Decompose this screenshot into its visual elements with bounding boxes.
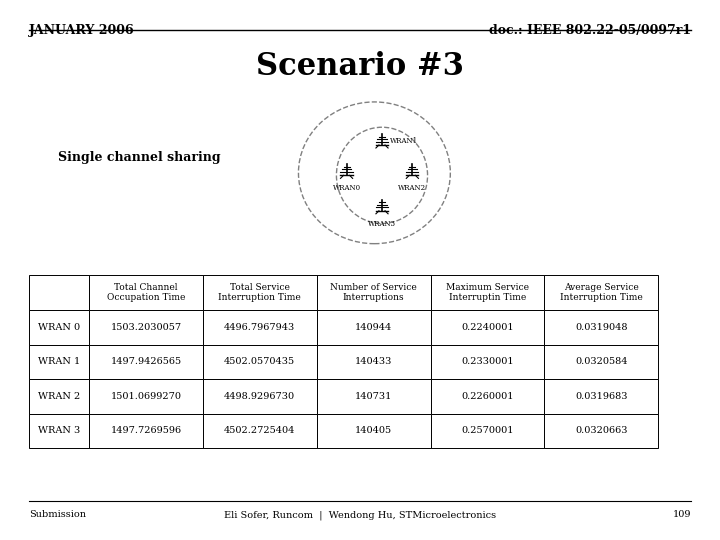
- Text: WRAN0: WRAN0: [333, 185, 361, 192]
- Text: WRAN3: WRAN3: [368, 220, 396, 228]
- Text: Number of Service
Interruptions: Number of Service Interruptions: [330, 283, 417, 302]
- Text: 0.2330001: 0.2330001: [462, 357, 514, 366]
- Text: 1501.0699270: 1501.0699270: [110, 392, 181, 401]
- Text: Total Service
Interruption Time: Total Service Interruption Time: [218, 283, 301, 302]
- Text: WRAN1: WRAN1: [390, 137, 418, 145]
- Text: 0.2240001: 0.2240001: [462, 323, 514, 332]
- Text: 0.2260001: 0.2260001: [462, 392, 514, 401]
- Text: 0.0320663: 0.0320663: [575, 427, 628, 435]
- Text: WRAN 3: WRAN 3: [38, 427, 80, 435]
- Text: 4498.9296730: 4498.9296730: [224, 392, 295, 401]
- Text: WRAN 0: WRAN 0: [38, 323, 80, 332]
- Text: 0.2570001: 0.2570001: [462, 427, 514, 435]
- Text: WRAN 1: WRAN 1: [38, 357, 80, 366]
- Text: 140405: 140405: [355, 427, 392, 435]
- Text: Average Service
Interruption Time: Average Service Interruption Time: [560, 283, 643, 302]
- Text: doc.: IEEE 802.22-05/0097r1: doc.: IEEE 802.22-05/0097r1: [489, 24, 691, 37]
- Text: 4502.0570435: 4502.0570435: [224, 357, 295, 366]
- Text: 1497.7269596: 1497.7269596: [110, 427, 181, 435]
- Text: 0.0319683: 0.0319683: [575, 392, 628, 401]
- Text: 0.0320584: 0.0320584: [575, 357, 628, 366]
- Text: WRAN2: WRAN2: [398, 185, 426, 192]
- Text: 1497.9426565: 1497.9426565: [110, 357, 181, 366]
- Text: Single channel sharing: Single channel sharing: [58, 151, 220, 164]
- Text: 109: 109: [672, 510, 691, 519]
- Text: Submission: Submission: [29, 510, 86, 519]
- Text: 140433: 140433: [355, 357, 392, 366]
- Text: 4502.2725404: 4502.2725404: [224, 427, 295, 435]
- Text: Maximum Service
Interruptin Time: Maximum Service Interruptin Time: [446, 283, 529, 302]
- Text: 140731: 140731: [355, 392, 392, 401]
- Text: 0.0319048: 0.0319048: [575, 323, 628, 332]
- Text: JANUARY 2006: JANUARY 2006: [29, 24, 135, 37]
- Text: 140944: 140944: [355, 323, 392, 332]
- Text: 1503.2030057: 1503.2030057: [110, 323, 181, 332]
- Text: Scenario #3: Scenario #3: [256, 51, 464, 82]
- Text: 4496.7967943: 4496.7967943: [224, 323, 295, 332]
- Text: Eli Sofer, Runcom  |  Wendong Hu, STMicroelectronics: Eli Sofer, Runcom | Wendong Hu, STMicroe…: [224, 510, 496, 520]
- Text: WRAN 2: WRAN 2: [38, 392, 80, 401]
- Text: Total Channel
Occupation Time: Total Channel Occupation Time: [107, 283, 185, 302]
